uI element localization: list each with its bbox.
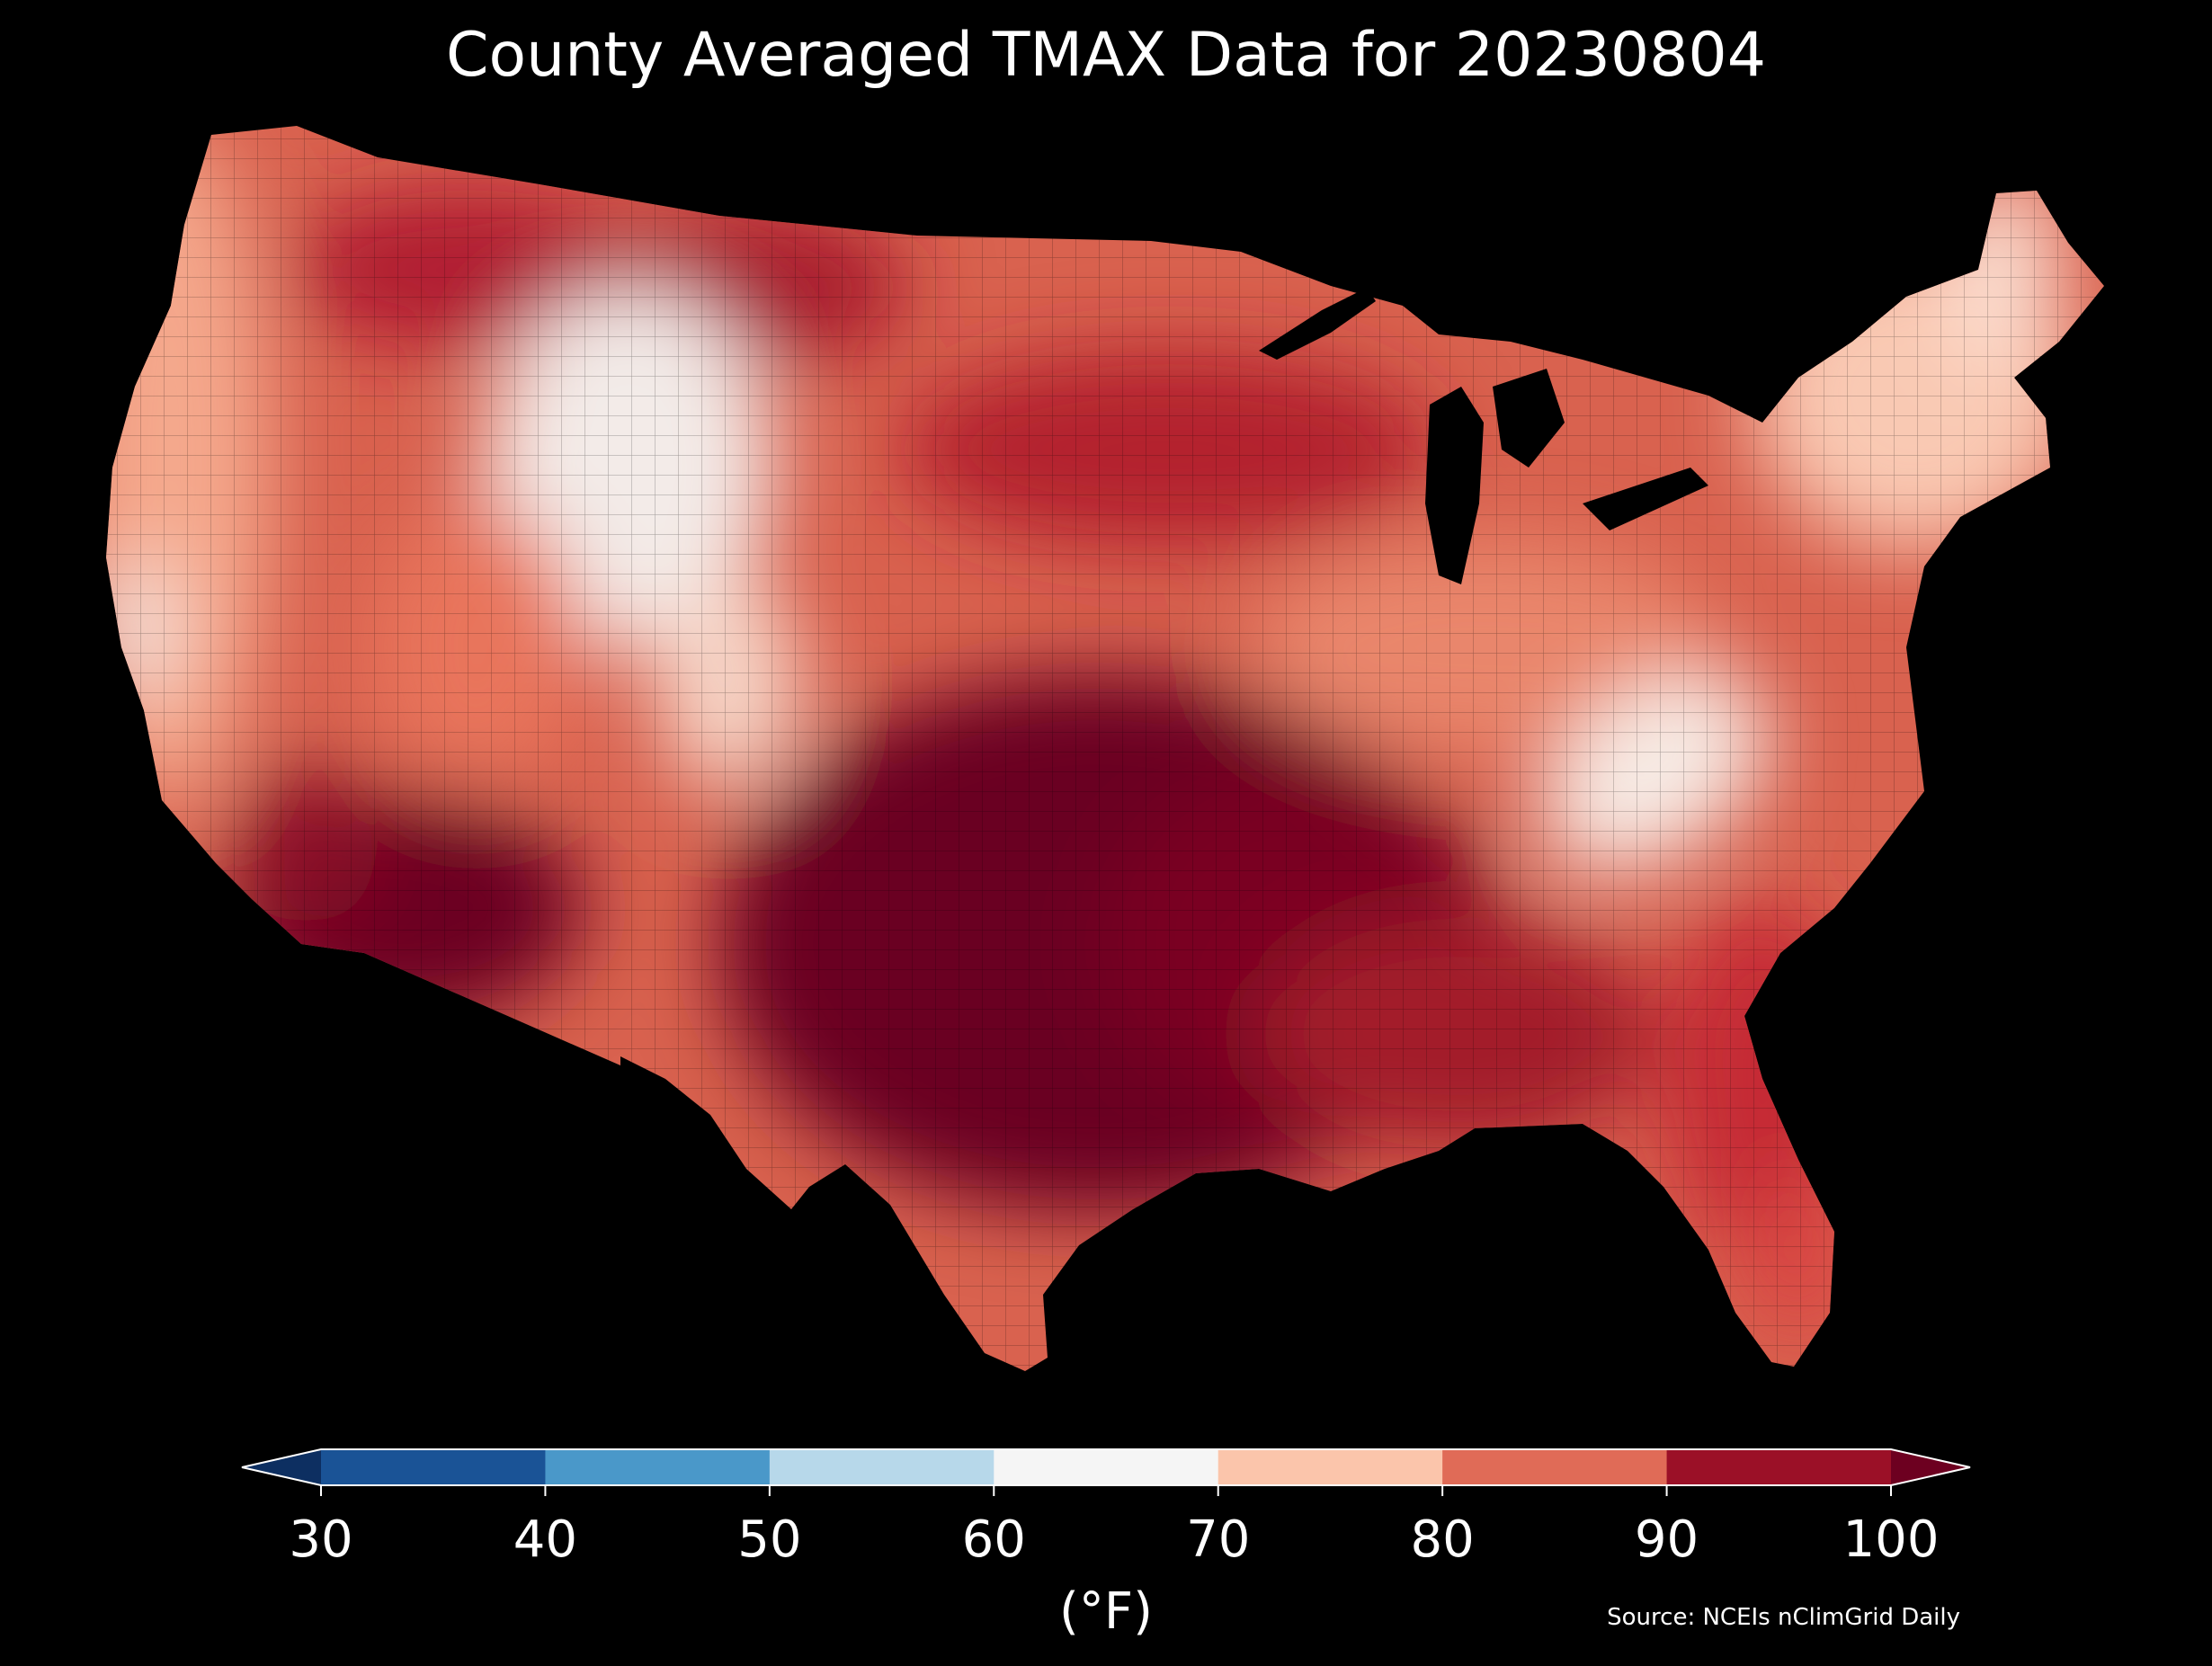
colorbar-bin-1 [545,1449,771,1485]
colorbar-unit-label: (°F) [1059,1582,1153,1641]
great-lakes [1259,288,1708,584]
source-credit: Source: NCEIs nClimGrid Daily [1607,1604,1960,1631]
colorbar-bin-2 [769,1449,995,1485]
colorbar-extend-high [1891,1449,1970,1485]
colorbar-tick-label: 70 [1186,1510,1251,1569]
colorbar-tick-label: 60 [961,1510,1026,1569]
colorbar-bin-3 [994,1449,1219,1485]
colorbar-tick-label: 50 [737,1510,802,1569]
colorbar-tick-label: 90 [1634,1510,1699,1569]
colorbar-bin-4 [1217,1449,1443,1485]
colorbar-tick-label: 40 [513,1510,578,1569]
colorbar-bin-5 [1442,1449,1668,1485]
colorbar-tick-label: 80 [1410,1510,1475,1569]
colorbar-tick-label: 100 [1842,1510,1940,1569]
colorbar-extend-low [242,1449,321,1485]
colorbar [241,1448,1971,1496]
map-title: County Averaged TMAX Data for 20230804 [446,20,1766,91]
colorbar-tick-label: 30 [289,1510,353,1569]
colorbar-bin-0 [321,1449,546,1485]
colorbar-bin-6 [1666,1449,1892,1485]
